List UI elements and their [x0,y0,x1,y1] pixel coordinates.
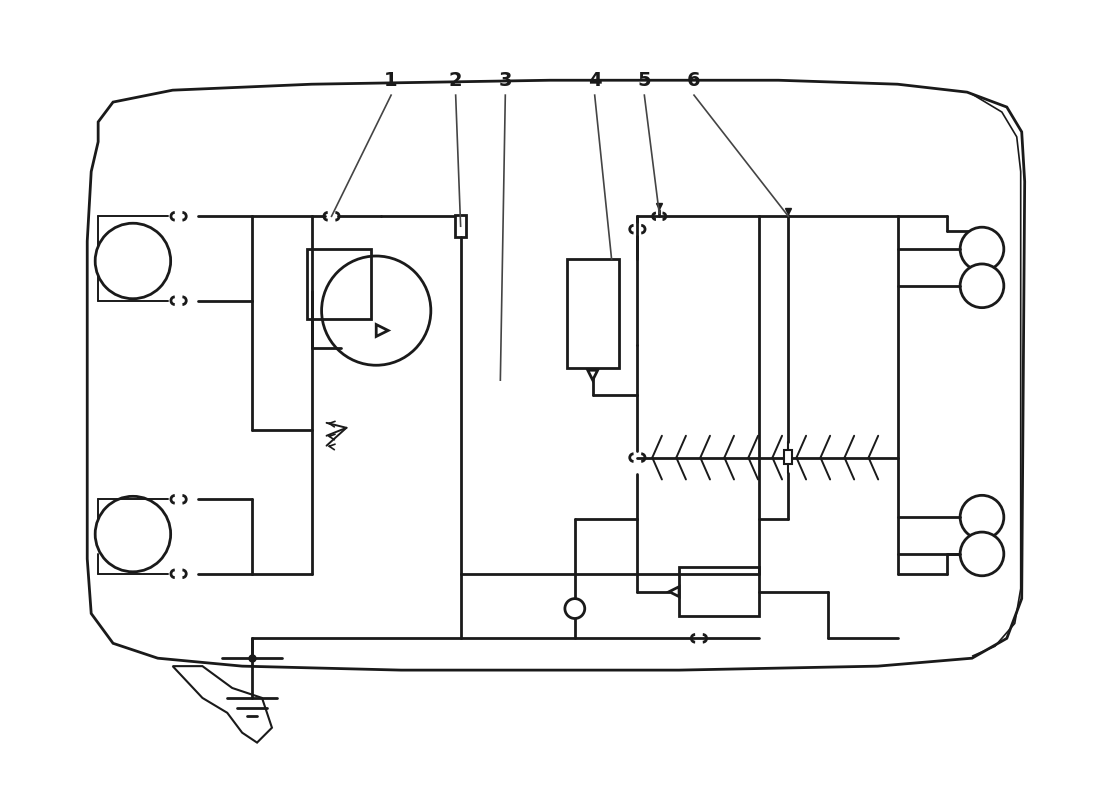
Bar [566,259,618,368]
Polygon shape [173,666,272,742]
Polygon shape [87,80,1025,670]
Text: 5: 5 [638,71,651,90]
Bar [784,450,792,463]
Bar [307,249,372,318]
Text: eurospares: eurospares [157,554,351,583]
Text: 6: 6 [688,71,701,90]
Bar [679,567,759,617]
Circle shape [960,227,1004,271]
Text: eurospares: eurospares [157,172,351,201]
Text: 4: 4 [587,71,602,90]
Circle shape [321,256,431,366]
Circle shape [960,532,1004,576]
Circle shape [960,264,1004,308]
Bar [455,215,466,237]
Text: 3: 3 [498,71,513,90]
Polygon shape [669,586,679,597]
Text: eurospares: eurospares [580,554,772,583]
Circle shape [565,598,585,618]
Polygon shape [376,325,388,337]
Text: 1: 1 [384,71,398,90]
Circle shape [960,495,1004,539]
Text: 2: 2 [449,71,462,90]
Circle shape [96,496,170,572]
Polygon shape [587,370,597,380]
Circle shape [96,223,170,298]
Text: eurospares: eurospares [590,172,782,201]
